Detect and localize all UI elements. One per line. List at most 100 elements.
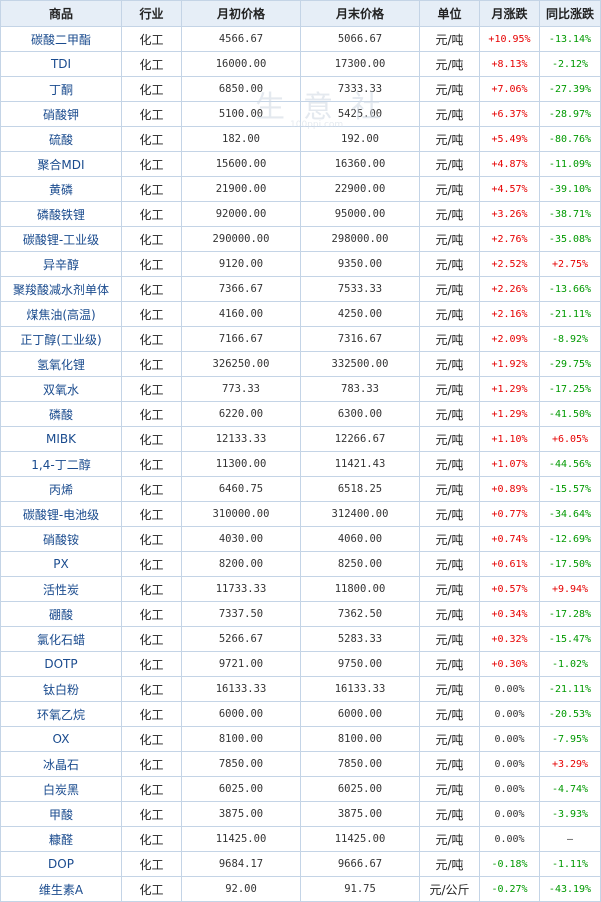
product-name-link[interactable]: DOP	[0, 851, 122, 877]
start-price-cell: 9721.00	[181, 651, 301, 677]
start-price-cell: 11300.00	[181, 451, 301, 477]
column-header-industry: 行业	[121, 0, 182, 27]
monthly-change-cell: +2.09%	[479, 326, 540, 352]
product-name-link[interactable]: DOTP	[0, 651, 122, 677]
unit-cell: 元/吨	[419, 701, 480, 727]
unit-cell: 元/吨	[419, 226, 480, 252]
monthly-change-cell: +0.32%	[479, 626, 540, 652]
end-price-cell: 5425.00	[300, 101, 420, 127]
product-name-link[interactable]: 碳酸锂-电池级	[0, 501, 122, 527]
product-name-link[interactable]: 硝酸钾	[0, 101, 122, 127]
unit-cell: 元/吨	[419, 601, 480, 627]
product-name-link[interactable]: 黄磷	[0, 176, 122, 202]
monthly-change-cell: +2.76%	[479, 226, 540, 252]
yoy-change-cell: -1.02%	[539, 651, 601, 677]
product-name-link[interactable]: 聚羧酸减水剂单体	[0, 276, 122, 302]
industry-cell: 化工	[121, 176, 182, 202]
product-name-link[interactable]: 糠醛	[0, 826, 122, 852]
start-price-cell: 6220.00	[181, 401, 301, 427]
product-name-link[interactable]: 磷酸铁锂	[0, 201, 122, 227]
start-price-cell: 3875.00	[181, 801, 301, 827]
end-price-cell: 3875.00	[300, 801, 420, 827]
product-name-link[interactable]: 异辛醇	[0, 251, 122, 277]
product-name-link[interactable]: 氯化石蜡	[0, 626, 122, 652]
end-price-cell: 7533.33	[300, 276, 420, 302]
table-row: 氯化石蜡 化工 5266.67 5283.33 元/吨 +0.32% -15.47%	[0, 626, 601, 652]
yoy-change-cell: +6.05%	[539, 426, 601, 452]
monthly-change-cell: +2.26%	[479, 276, 540, 302]
end-price-cell: 6025.00	[300, 776, 420, 802]
yoy-change-cell: -44.56%	[539, 451, 601, 477]
yoy-change-cell: -13.66%	[539, 276, 601, 302]
product-name-link[interactable]: 活性炭	[0, 576, 122, 602]
monthly-change-cell: +3.26%	[479, 201, 540, 227]
product-name-link[interactable]: 甲酸	[0, 801, 122, 827]
product-name-link[interactable]: 硫酸	[0, 126, 122, 152]
product-name-link[interactable]: 环氧乙烷	[0, 701, 122, 727]
product-name-link[interactable]: 双氧水	[0, 376, 122, 402]
product-name-link[interactable]: MIBK	[0, 426, 122, 452]
industry-cell: 化工	[121, 26, 182, 52]
table-row: DOTP 化工 9721.00 9750.00 元/吨 +0.30% -1.02%	[0, 651, 601, 677]
monthly-change-cell: +0.61%	[479, 551, 540, 577]
product-name-link[interactable]: 正丁醇(工业级)	[0, 326, 122, 352]
monthly-change-cell: +0.74%	[479, 526, 540, 552]
start-price-cell: 4160.00	[181, 301, 301, 327]
industry-cell: 化工	[121, 626, 182, 652]
end-price-cell: 5066.67	[300, 26, 420, 52]
start-price-cell: 7366.67	[181, 276, 301, 302]
column-header-yoy-change: 同比涨跌	[539, 0, 601, 27]
monthly-change-cell: +1.92%	[479, 351, 540, 377]
product-name-link[interactable]: PX	[0, 551, 122, 577]
start-price-cell: 16000.00	[181, 51, 301, 77]
table-row: 黄磷 化工 21900.00 22900.00 元/吨 +4.57% -39.10%	[0, 176, 601, 202]
yoy-change-cell: —	[539, 826, 601, 852]
table-row: 硫酸 化工 182.00 192.00 元/吨 +5.49% -80.76%	[0, 126, 601, 152]
monthly-change-cell: 0.00%	[479, 776, 540, 802]
product-name-link[interactable]: 硼酸	[0, 601, 122, 627]
yoy-change-cell: -29.75%	[539, 351, 601, 377]
industry-cell: 化工	[121, 826, 182, 852]
product-name-link[interactable]: 碳酸二甲酯	[0, 26, 122, 52]
start-price-cell: 182.00	[181, 126, 301, 152]
end-price-cell: 783.33	[300, 376, 420, 402]
industry-cell: 化工	[121, 451, 182, 477]
product-name-link[interactable]: 氢氧化锂	[0, 351, 122, 377]
end-price-cell: 4060.00	[300, 526, 420, 552]
product-name-link[interactable]: 丙烯	[0, 476, 122, 502]
industry-cell: 化工	[121, 551, 182, 577]
end-price-cell: 9350.00	[300, 251, 420, 277]
product-name-link[interactable]: 碳酸锂-工业级	[0, 226, 122, 252]
product-name-link[interactable]: 白炭黑	[0, 776, 122, 802]
table-row: 甲酸 化工 3875.00 3875.00 元/吨 0.00% -3.93%	[0, 801, 601, 827]
product-name-link[interactable]: 磷酸	[0, 401, 122, 427]
product-name-link[interactable]: 1,4-丁二醇	[0, 451, 122, 477]
unit-cell: 元/吨	[419, 626, 480, 652]
end-price-cell: 9750.00	[300, 651, 420, 677]
monthly-change-cell: -0.18%	[479, 851, 540, 877]
product-name-link[interactable]: 硝酸铵	[0, 526, 122, 552]
monthly-change-cell: 0.00%	[479, 726, 540, 752]
start-price-cell: 12133.33	[181, 426, 301, 452]
table-row: OX 化工 8100.00 8100.00 元/吨 0.00% -7.95%	[0, 726, 601, 752]
end-price-cell: 4250.00	[300, 301, 420, 327]
monthly-change-cell: +1.29%	[479, 376, 540, 402]
product-name-link[interactable]: 聚合MDI	[0, 151, 122, 177]
monthly-change-cell: +2.52%	[479, 251, 540, 277]
end-price-cell: 91.75	[300, 876, 420, 902]
industry-cell: 化工	[121, 601, 182, 627]
table-row: TDI 化工 16000.00 17300.00 元/吨 +8.13% -2.12%	[0, 51, 601, 77]
industry-cell: 化工	[121, 576, 182, 602]
start-price-cell: 326250.00	[181, 351, 301, 377]
product-name-link[interactable]: 冰晶石	[0, 751, 122, 777]
product-name-link[interactable]: TDI	[0, 51, 122, 77]
product-name-link[interactable]: 维生素A	[0, 876, 122, 902]
yoy-change-cell: -15.47%	[539, 626, 601, 652]
product-name-link[interactable]: 钛白粉	[0, 676, 122, 702]
product-name-link[interactable]: 煤焦油(高温)	[0, 301, 122, 327]
start-price-cell: 11733.33	[181, 576, 301, 602]
product-name-link[interactable]: OX	[0, 726, 122, 752]
product-name-link[interactable]: 丁酮	[0, 76, 122, 102]
table-row: MIBK 化工 12133.33 12266.67 元/吨 +1.10% +6.05%	[0, 426, 601, 452]
industry-cell: 化工	[121, 326, 182, 352]
